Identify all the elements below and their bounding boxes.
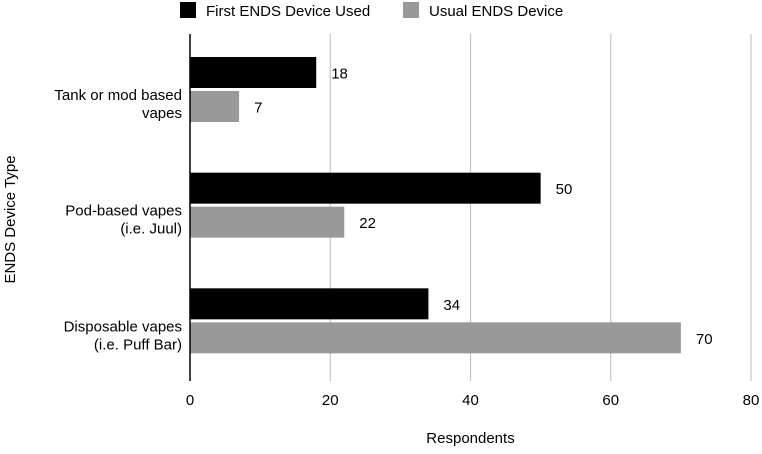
legend-swatch xyxy=(403,2,419,18)
legend-label: Usual ENDS Device xyxy=(429,3,563,20)
category-label: Tank or mod based vapes xyxy=(54,87,182,122)
bar xyxy=(190,57,317,88)
legend-swatch xyxy=(180,2,196,18)
x-tick-label: 60 xyxy=(602,392,619,409)
category-labels: Tank or mod based vapes Pod-based vapes (i.… xyxy=(54,87,182,353)
bar xyxy=(190,288,429,320)
data-label: 7 xyxy=(254,100,262,117)
legend: First ENDS Device Used Usual ENDS Device xyxy=(180,2,563,20)
x-tick-labels: 0 20 40 60 80 xyxy=(186,392,760,409)
x-axis-title: Respondents xyxy=(426,430,514,447)
x-tick-label: 40 xyxy=(462,392,479,409)
value-labels: 18 7 50 22 34 70 xyxy=(254,66,712,348)
category-label: Disposable vapes (i.e. Puff Bar) xyxy=(64,318,182,353)
data-label: 70 xyxy=(696,331,713,348)
x-tick-label: 80 xyxy=(743,392,760,409)
x-tick-label: 0 xyxy=(186,392,194,409)
data-label: 18 xyxy=(331,66,348,83)
bar xyxy=(190,322,681,354)
data-label: 50 xyxy=(556,181,573,198)
bar xyxy=(190,91,240,122)
x-tick-label: 20 xyxy=(322,392,339,409)
data-label: 34 xyxy=(443,297,460,314)
y-axis-title: ENDS Device Type xyxy=(2,155,19,283)
bars xyxy=(190,57,681,354)
data-label: 22 xyxy=(359,215,376,232)
bar xyxy=(190,172,541,204)
legend-label: First ENDS Device Used xyxy=(206,3,370,20)
category-label: Pod-based vapes (i.e. Juul) xyxy=(65,203,182,238)
bar xyxy=(190,206,345,238)
